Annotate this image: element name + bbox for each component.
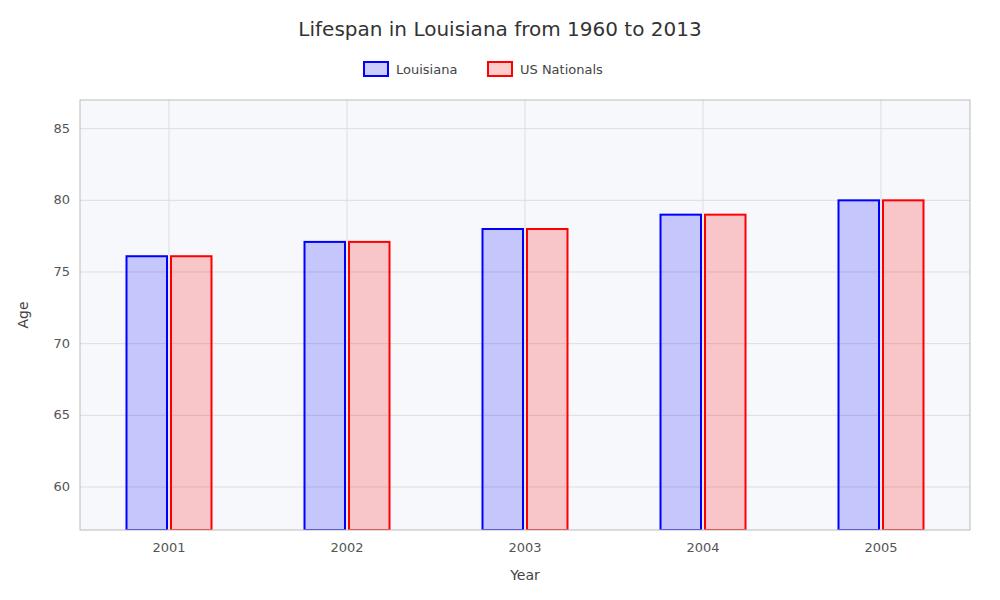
chart-container: 60 65 70 75 80 85 2001 2002 2003 2004 2005 Year Age L… <box>0 0 1000 600</box>
x-tick-label: 2002 <box>330 540 363 555</box>
bar <box>127 256 168 530</box>
bar <box>705 215 746 530</box>
y-tick-label: 60 <box>53 479 70 494</box>
y-tick-label: 65 <box>53 407 70 422</box>
y-tick-label: 70 <box>53 336 70 351</box>
y-tick-label: 80 <box>53 192 70 207</box>
legend-label: Louisiana <box>396 62 457 77</box>
plot-background <box>80 100 970 530</box>
x-tick-label: 2005 <box>864 540 897 555</box>
bar <box>483 229 524 530</box>
chart-svg: 60 65 70 75 80 85 2001 2002 2003 2004 2005 Year Age L… <box>0 0 1000 600</box>
x-tick-label: 2003 <box>508 540 541 555</box>
x-tick-label: 2001 <box>152 540 185 555</box>
bar <box>839 200 880 530</box>
grid <box>80 100 970 530</box>
bars <box>127 200 924 530</box>
bar <box>883 200 924 530</box>
bar <box>661 215 702 530</box>
legend-swatch <box>364 62 388 76</box>
chart-title: Lifespan in Louisiana from 1960 to 2013 <box>298 17 701 41</box>
x-grid-line <box>169 100 170 530</box>
y-tick-label: 75 <box>53 264 70 279</box>
bar <box>305 242 346 530</box>
legend: Louisiana US Nationals <box>364 62 603 77</box>
bar <box>349 242 390 530</box>
y-axis-label: Age <box>15 301 31 328</box>
bar <box>171 256 212 530</box>
x-grid-line <box>525 100 526 530</box>
legend-swatch <box>488 62 512 76</box>
x-grid-line <box>347 100 348 530</box>
y-axis: 60 65 70 75 80 85 <box>53 121 70 494</box>
x-axis: 2001 2002 2003 2004 2005 <box>152 540 897 555</box>
x-grid-line <box>881 100 882 530</box>
x-tick-label: 2004 <box>686 540 719 555</box>
bar <box>527 229 568 530</box>
plot-frame <box>80 100 970 530</box>
x-grid-line <box>703 100 704 530</box>
y-tick-label: 85 <box>53 121 70 136</box>
x-axis-label: Year <box>509 567 540 583</box>
legend-label: US Nationals <box>520 62 603 77</box>
